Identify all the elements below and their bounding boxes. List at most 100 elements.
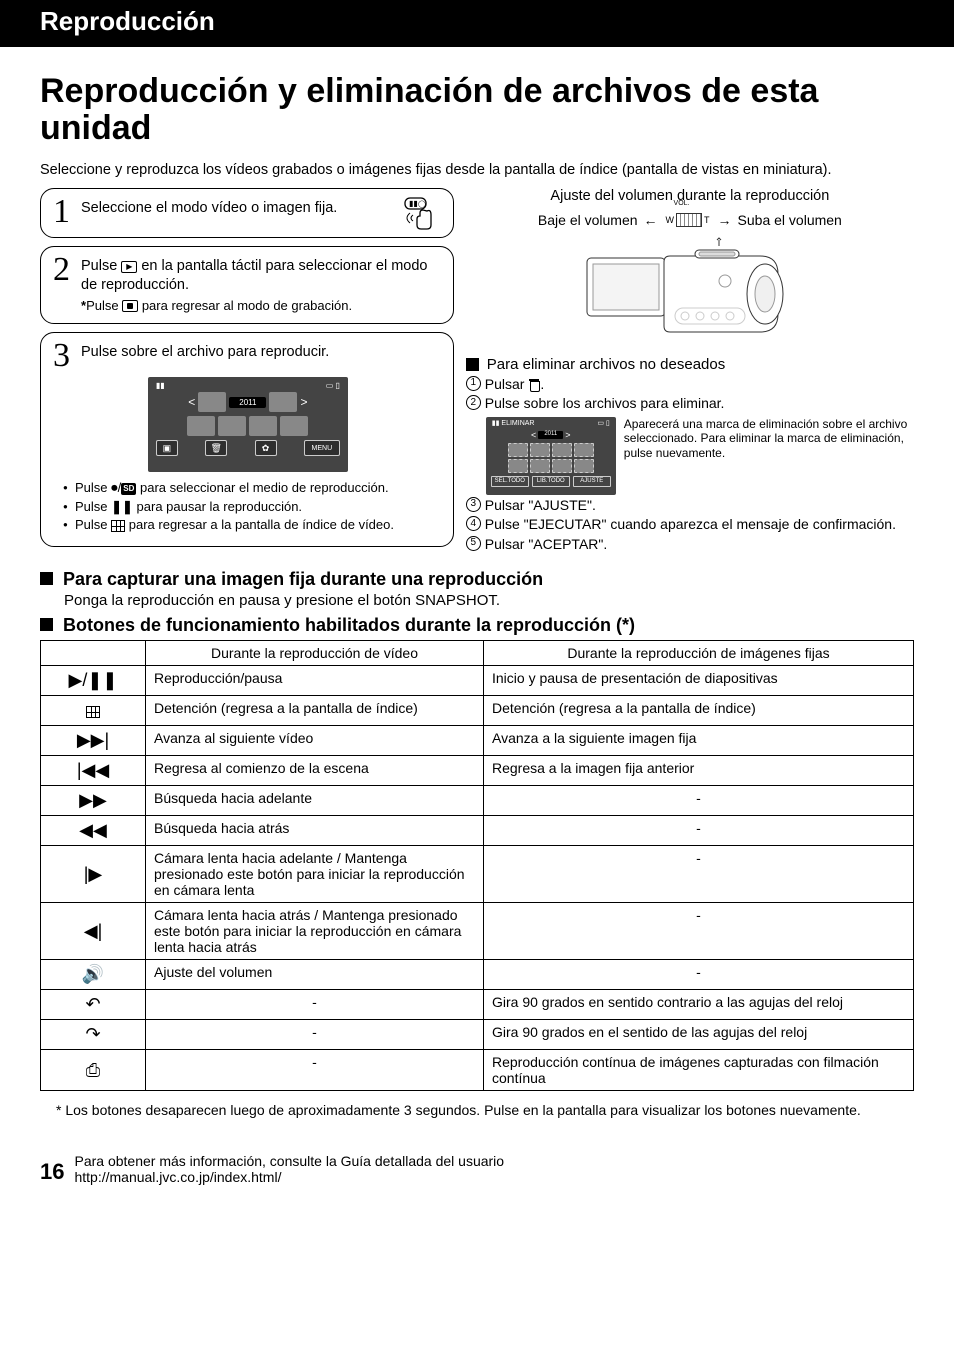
button-icon-cell: |◀◀ <box>41 756 146 786</box>
capture-text: Ponga la reproducción en pausa y presion… <box>64 592 914 609</box>
media-icon: ⏺/SD <box>111 480 136 495</box>
delete-step-5: Pulsar "ACEPTAR". <box>485 536 914 554</box>
grid-icon <box>86 706 100 718</box>
table-row: ↷-Gira 90 grados en el sentido de las ag… <box>41 1020 914 1050</box>
button-icon-cell: |▶ <box>41 846 146 903</box>
step-2-box: 2 Pulse ▶ en la pantalla táctil para sel… <box>40 246 454 323</box>
delete-note: Aparecerá una marca de eliminación sobre… <box>624 417 914 460</box>
video-action-cell: - <box>146 1050 484 1091</box>
video-action-cell: Detención (regresa a la pantalla de índi… <box>146 696 484 726</box>
table-row: Detención (regresa a la pantalla de índi… <box>41 696 914 726</box>
video-action-cell: Cámara lenta hacia atrás / Mantenga pres… <box>146 903 484 960</box>
still-action-cell: - <box>484 846 914 903</box>
buttons-title: Botones de funcionamiento habilitados du… <box>63 615 635 636</box>
table-row: 🔊Ajuste del volumen- <box>41 960 914 990</box>
still-action-cell: Inicio y pausa de presentación de diapos… <box>484 666 914 696</box>
step-1-text: Seleccione el modo vídeo o imagen fija. <box>81 197 443 217</box>
delete-screen-graphic: ▮▮ ELIMINAR▭ ▯ <2011> SEL.TODOLIB.TODOAJ… <box>486 417 616 495</box>
step-1-box: 1 Seleccione el modo vídeo o imagen fija… <box>40 188 454 239</box>
table-header-still: Durante la reproducción de imágenes fija… <box>484 641 914 666</box>
intro-text: Seleccione y reproduzca los vídeos graba… <box>40 162 914 178</box>
video-action-cell: Regresa al comienzo de la escena <box>146 756 484 786</box>
still-action-cell: Avanza a la siguiente imagen fija <box>484 726 914 756</box>
rec-mode-icon <box>122 300 138 312</box>
step-3-bullet-1: Pulse ⏺/SD para seleccionar el medio de … <box>63 480 443 496</box>
step-2-note: *Pulse para regresar al modo de grabació… <box>81 298 443 313</box>
step-3-bullet-3: Pulse para regresar a la pantalla de índ… <box>63 517 443 533</box>
button-icon-cell: ◀| <box>41 903 146 960</box>
capture-title: Para capturar una imagen fija durante un… <box>63 569 543 590</box>
circled-3: 3 <box>466 497 481 512</box>
main-title: Reproducción y eliminación de archivos d… <box>40 73 914 148</box>
mode-touch-icon: ▮▮ ◯ <box>403 197 443 233</box>
still-action-cell: Regresa a la imagen fija anterior <box>484 756 914 786</box>
delete-step-4: Pulse "EJECUTAR" cuando aparezca el mens… <box>485 516 914 534</box>
camcorder-illustration <box>575 236 805 346</box>
video-action-cell: - <box>146 1020 484 1050</box>
video-action-cell: Cámara lenta hacia adelante / Mantenga p… <box>146 846 484 903</box>
still-action-cell: - <box>484 786 914 816</box>
button-icon-cell: 🔊 <box>41 960 146 990</box>
delete-heading: Para eliminar archivos no deseados <box>487 356 725 373</box>
play-mode-icon: ▶ <box>121 261 137 273</box>
circled-5: 5 <box>466 536 481 551</box>
svg-text:◯: ◯ <box>418 200 426 208</box>
pause-icon: ❚❚ <box>111 499 136 514</box>
button-icon-cell <box>41 696 146 726</box>
circled-4: 4 <box>466 516 481 531</box>
video-action-cell: Ajuste del volumen <box>146 960 484 990</box>
button-icon-cell: ↶ <box>41 990 146 1020</box>
step-2-text: Pulse ▶ en la pantalla táctil para selec… <box>81 255 443 293</box>
delete-step-2: Pulse sobre los archivos para eliminar. <box>485 395 914 413</box>
section-title: Reproducción <box>40 6 934 37</box>
still-action-cell: - <box>484 816 914 846</box>
still-action-cell: Gira 90 grados en sentido contrario a la… <box>484 990 914 1020</box>
step-2-number: 2 <box>53 255 75 286</box>
step-3-text: Pulse sobre el archivo para reproducir. <box>81 341 443 361</box>
button-icon-cell: ▶/❚❚ <box>41 666 146 696</box>
table-row: ▶▶|Avanza al siguiente vídeoAvanza a la … <box>41 726 914 756</box>
svg-text:▮▮: ▮▮ <box>409 199 418 208</box>
button-icon-cell: ▶▶| <box>41 726 146 756</box>
index-screen-graphic: ▮▮▭ ▯ < 2011 > ▣ 🗑 ✿ MENU <box>148 377 348 472</box>
video-action-cell: Reproducción/pausa <box>146 666 484 696</box>
button-icon-cell: ▶▶ <box>41 786 146 816</box>
table-row: ◀◀Búsqueda hacia atrás- <box>41 816 914 846</box>
step-3-box: 3 Pulse sobre el archivo para reproducir… <box>40 332 454 547</box>
table-header-video: Durante la reproducción de vídeo <box>146 641 484 666</box>
table-row: ⎙-Reproducción contínua de imágenes capt… <box>41 1050 914 1091</box>
still-action-cell: Reproducción contínua de imágenes captur… <box>484 1050 914 1091</box>
step-3-number: 3 <box>53 341 75 372</box>
table-row: |◀◀Regresa al comienzo de la escenaRegre… <box>41 756 914 786</box>
footer-text: Para obtener más información, consulte l… <box>74 1153 504 1185</box>
video-action-cell: Avanza al siguiente vídeo <box>146 726 484 756</box>
table-row: ◀|Cámara lenta hacia atrás / Mantenga pr… <box>41 903 914 960</box>
step-3-bullet-2: Pulse ❚❚ para pausar la reproducción. <box>63 499 443 515</box>
button-icon-cell: ⎙ <box>41 1050 146 1091</box>
table-row: ▶/❚❚Reproducción/pausaInicio y pausa de … <box>41 666 914 696</box>
still-action-cell: Gira 90 grados en el sentido de las aguj… <box>484 1020 914 1050</box>
delete-step-1: Pulsar . <box>485 376 914 394</box>
step-1-number: 1 <box>53 197 75 228</box>
volume-row: Baje el volumen ← VOL. W T → Suba el vol… <box>466 210 914 230</box>
table-row: ↶-Gira 90 grados en sentido contrario a … <box>41 990 914 1020</box>
buttons-table: Durante la reproducción de vídeo Durante… <box>40 640 914 1091</box>
video-action-cell: - <box>146 990 484 1020</box>
still-action-cell: - <box>484 960 914 990</box>
table-footnote: * Los botones desaparecen luego de aprox… <box>56 1101 914 1119</box>
delete-step-3: Pulsar "AJUSTE". <box>485 497 914 515</box>
index-icon <box>111 520 125 532</box>
volume-bar-graphic: VOL. W T <box>664 210 712 230</box>
button-icon-cell: ↷ <box>41 1020 146 1050</box>
circled-1: 1 <box>466 376 481 391</box>
video-action-cell: Búsqueda hacia atrás <box>146 816 484 846</box>
circled-2: 2 <box>466 395 481 410</box>
video-action-cell: Búsqueda hacia adelante <box>146 786 484 816</box>
page-number: 16 <box>40 1159 64 1185</box>
table-row: ▶▶Búsqueda hacia adelante- <box>41 786 914 816</box>
button-icon-cell: ◀◀ <box>41 816 146 846</box>
table-row: |▶Cámara lenta hacia adelante / Mantenga… <box>41 846 914 903</box>
trash-icon <box>528 379 540 391</box>
still-action-cell: - <box>484 903 914 960</box>
still-action-cell: Detención (regresa a la pantalla de índi… <box>484 696 914 726</box>
